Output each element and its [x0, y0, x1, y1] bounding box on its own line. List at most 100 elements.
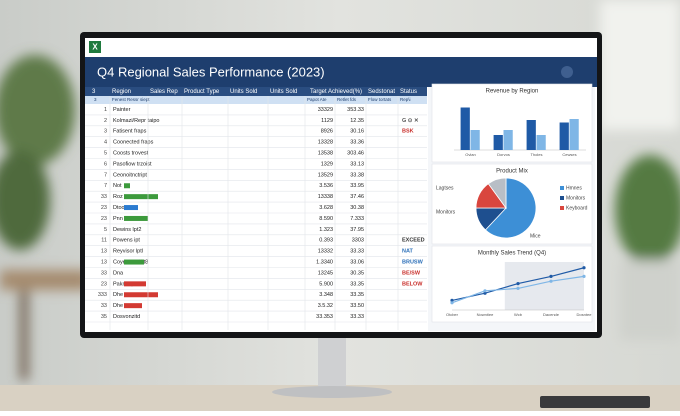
bar: [503, 130, 513, 150]
value-cell: 33.50: [350, 303, 364, 309]
pie-slice: [487, 177, 507, 210]
value-cell: 13328: [318, 140, 333, 146]
slice-label: Lagtses: [436, 185, 454, 191]
app-icon: [89, 41, 101, 53]
x-tick-label: Wcb: [514, 312, 523, 317]
x-tick-label: Nowntiee: [477, 312, 494, 317]
column-header: Sales Rep: [150, 89, 178, 95]
line-point: [549, 279, 553, 283]
region-cell: Dtoo: [113, 205, 125, 211]
value-cell: 3.536: [319, 183, 333, 189]
status-cell: BRUSW: [402, 260, 424, 266]
line-point: [483, 289, 487, 293]
region-cell: Dna: [113, 270, 124, 276]
keyboard: [540, 396, 650, 408]
legend-label: Keyboard: [566, 205, 588, 211]
data-bar: [124, 215, 148, 221]
value-cell: 33.33: [350, 314, 364, 320]
value-cell: 33.36: [350, 140, 364, 146]
slice-label: Mice: [530, 233, 541, 239]
region-cell: Dhe: [113, 292, 123, 298]
x-tick-label: Tholes: [530, 152, 542, 157]
value-cell: 3303: [352, 238, 364, 244]
row-number: 4: [104, 140, 107, 146]
region-cell: Coonected fraps: [113, 140, 154, 146]
column-header: Target Achieved(%): [310, 89, 362, 95]
value-cell: 353.33: [347, 107, 364, 113]
region-cell: Fatisent fraps: [113, 129, 147, 135]
row-number: 23: [101, 281, 107, 287]
shaded-area: [504, 262, 584, 310]
value-cell: 33.33: [350, 249, 364, 255]
header-row: [85, 87, 427, 96]
row-number: 33: [101, 194, 107, 200]
x-tick-label: Otcber: [446, 312, 459, 317]
x-tick-label: Ovlan: [465, 152, 475, 157]
row-number: 13: [101, 249, 107, 255]
value-cell: 7.333: [350, 216, 364, 222]
column-header: Units Sold: [230, 89, 257, 95]
chart-title: Revenue by Region: [486, 89, 539, 95]
legend-swatch: [560, 186, 564, 190]
row-number: 7: [104, 172, 107, 178]
value-cell: 3.348: [319, 292, 333, 298]
value-cell: 37.46: [350, 194, 364, 200]
line-point: [450, 298, 454, 302]
status-cell: BSK: [402, 129, 414, 135]
subheader-cell: Papot Ate: [307, 97, 327, 102]
status-cell: G ⊙ ✕: [402, 117, 419, 124]
status-cell: EXCEED: [402, 238, 425, 244]
row-number: 1: [104, 107, 107, 113]
data-bar: [124, 303, 142, 309]
row-number: 6: [104, 161, 107, 167]
bar: [569, 119, 579, 150]
row-number: 33: [101, 270, 107, 276]
value-cell: 0.393: [319, 238, 333, 244]
column-header: 3: [92, 89, 96, 95]
title-icon[interactable]: [561, 66, 573, 78]
value-cell: 33.35: [350, 281, 364, 287]
status-cell: BELOW: [402, 281, 423, 287]
value-cell: 33.35: [350, 292, 364, 298]
data-bar: [124, 183, 130, 189]
legend-swatch: [560, 196, 564, 200]
region-cell: Coosts trovest: [113, 151, 149, 157]
value-cell: 30.35: [350, 270, 364, 276]
row-number: 333: [98, 292, 107, 298]
value-cell: 13332: [318, 249, 333, 255]
subheader-cell: 3: [94, 97, 97, 102]
value-cell: 1329: [321, 161, 333, 167]
subheader-cell: Flow tortats: [368, 97, 392, 102]
region-cell: Reyvisor lptl: [113, 249, 143, 255]
line-point: [549, 274, 553, 278]
region-cell: Dosvonzitd: [113, 314, 140, 320]
legend-label: Monitors: [566, 195, 586, 201]
row-number: 3: [104, 129, 107, 135]
value-cell: 13245: [318, 270, 333, 276]
value-cell: 13338: [318, 194, 333, 200]
column-header: Status: [400, 89, 417, 95]
x-tick-label: Dacende: [543, 312, 560, 317]
bar: [536, 135, 546, 150]
region-cell: Pasofiow trzoist: [113, 161, 152, 167]
value-cell: 303.46: [347, 151, 364, 157]
line-point: [516, 282, 520, 286]
region-cell: Ceonoitnctript: [113, 172, 147, 178]
x-tick-label: Dosntee: [577, 312, 593, 317]
row-number: 11: [101, 238, 107, 244]
line-point: [516, 286, 520, 290]
subheader-row: [85, 96, 427, 104]
row-number: 35: [101, 314, 107, 320]
slice-label: Monitors: [436, 209, 456, 215]
region-cell: Kolmazi/Repr taipo: [113, 118, 159, 124]
region-cell: Dewins lpt2: [113, 227, 141, 233]
status-cell: BE/SW: [402, 270, 421, 276]
value-cell: 12.35: [350, 118, 364, 124]
row-number: 5: [104, 151, 107, 157]
value-cell: 1.323: [319, 227, 333, 233]
chart-title: Monthly Sales Trend (Q4): [478, 251, 546, 257]
bar: [493, 135, 503, 150]
monitor-base: [272, 386, 392, 398]
subheader-cell: Rep\i: [400, 97, 411, 102]
